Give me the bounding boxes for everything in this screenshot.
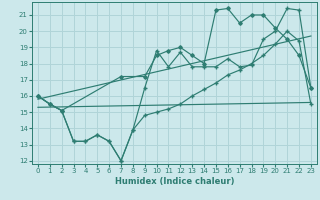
X-axis label: Humidex (Indice chaleur): Humidex (Indice chaleur)	[115, 177, 234, 186]
